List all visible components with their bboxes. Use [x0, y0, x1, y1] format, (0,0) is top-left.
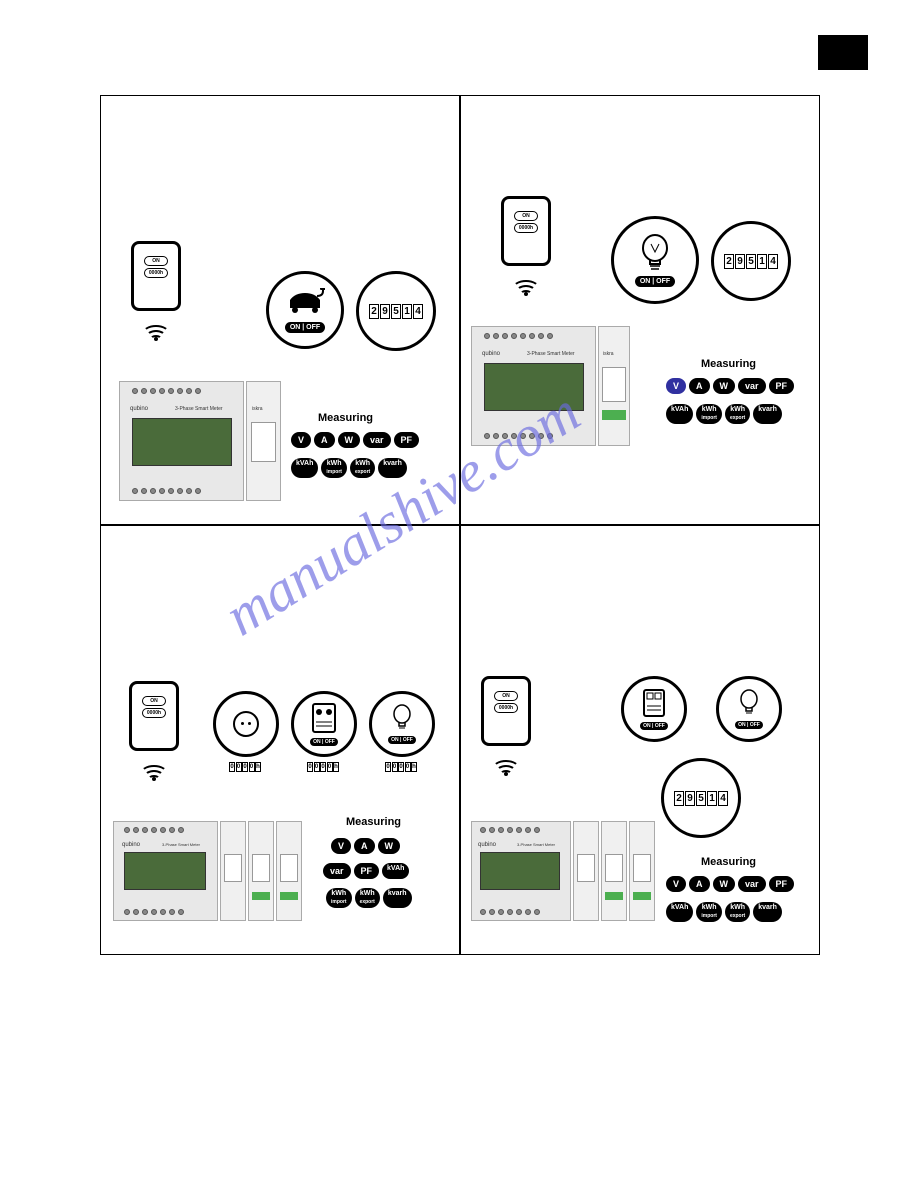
pill-W: W — [338, 432, 361, 448]
counter-strip: 2 9 5 1 4 — [369, 304, 423, 319]
bulb-icon: ON | OFF — [716, 676, 782, 742]
relay-2 — [601, 821, 627, 921]
smartphone: ON 0000h — [501, 196, 551, 281]
hvac-icon: ON | OFF — [291, 691, 357, 757]
relay-2 — [248, 821, 274, 921]
bulb-icon: ON | OFF — [369, 691, 435, 757]
meter-lcd — [132, 418, 232, 466]
mini-counter-2: 0000h — [307, 762, 339, 772]
bulb-svg — [641, 234, 669, 272]
diagram-grid: ON 0000h ON | OFF 2 9 5 1 — [100, 95, 820, 955]
mini-counter-1: 0000h — [229, 762, 261, 772]
relay-module: iskra — [246, 381, 281, 501]
relay-3 — [276, 821, 302, 921]
smartphone: ON 0000h — [481, 676, 531, 761]
phone-body: ON 0000h — [131, 241, 181, 311]
bulb-svg — [392, 704, 412, 732]
pill-V: V — [291, 432, 311, 448]
socket-icon — [213, 691, 279, 757]
relay-module: iskra — [598, 326, 630, 446]
onoff-label: ON | OFF — [285, 322, 325, 333]
meter-device: qubino 3-Phase Smart Meter — [471, 326, 596, 446]
pill-kWh-export: kWhexport — [350, 458, 375, 478]
cell-top-left: ON 0000h ON | OFF 2 9 5 1 — [100, 95, 460, 525]
pill-kVAh: kVAh — [291, 458, 318, 478]
cell-bottom-left: ON 0000h 0000h ON | OFF 0000h — [100, 525, 460, 955]
counter-badge: 2 9 5 1 4 — [356, 271, 436, 351]
pill-PF: PF — [394, 432, 420, 448]
hvac-svg — [311, 702, 337, 734]
relay-1 — [573, 821, 599, 921]
counter-badge: 2 9 5 1 4 — [661, 758, 741, 838]
cell-top-right: ON 0000h ON | OFF 2 9 5 1 4 — [460, 95, 820, 525]
phone-screen: ON 0000h — [140, 254, 172, 298]
meter-device: qubino 3-Phase Smart Meter — [113, 821, 218, 921]
mini-counter-3: 0000h — [385, 762, 417, 772]
hvac-icon: ON | OFF — [621, 676, 687, 742]
brand-label: qubino — [130, 406, 148, 412]
car-charger-icon: ON | OFF — [266, 271, 344, 349]
meter-device: qubino 3-Phase Smart Meter — [471, 821, 571, 921]
smartphone: ON 0000h — [129, 681, 179, 766]
meter-device: qubino 3-Phase Smart Meter — [119, 381, 244, 501]
relay-3 — [629, 821, 655, 921]
pill-V-blue: V — [666, 378, 686, 394]
page-badge — [818, 35, 868, 70]
pill-kWh-import: kWhimport — [321, 458, 347, 478]
measuring-title: Measuring — [318, 412, 373, 424]
title-label: 3-Phase Smart Meter — [175, 406, 223, 412]
smartphone: ON 0000h — [131, 241, 181, 326]
pill-A: A — [314, 432, 335, 448]
pill-var: var — [363, 432, 391, 448]
wifi-icon — [141, 323, 171, 341]
phone-onoff-pill: ON — [144, 256, 168, 266]
relay-1 — [220, 821, 246, 921]
pill-kvarh: kvarh — [378, 458, 407, 478]
car-plug-svg — [285, 288, 325, 318]
bulb-icon: ON | OFF — [611, 216, 699, 304]
phone-counter-pill: 0000h — [144, 268, 168, 278]
counter-badge: 2 9 5 1 4 — [711, 221, 791, 301]
cell-bottom-right: ON 0000h ON | OFF ON | OFF — [460, 525, 820, 955]
